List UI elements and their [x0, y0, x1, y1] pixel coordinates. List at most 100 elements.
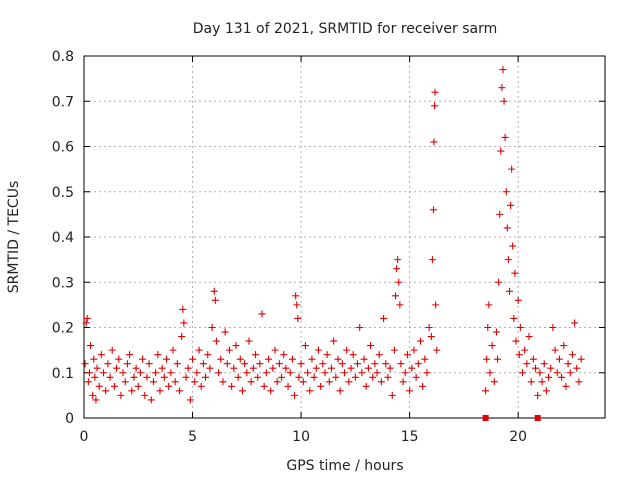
data-point: [388, 391, 396, 399]
data-point: [182, 373, 190, 381]
data-point: [117, 391, 125, 399]
data-point: [397, 360, 405, 368]
data-point: [327, 364, 335, 372]
data-point: [158, 364, 166, 372]
data-point: [430, 206, 438, 214]
data-point: [371, 360, 379, 368]
y-axis-label: SRMTID / TECUs: [6, 181, 22, 294]
data-point: [523, 360, 531, 368]
data-point: [428, 256, 436, 264]
data-point: [336, 387, 344, 395]
gap-marker: [482, 415, 489, 421]
data-point: [87, 342, 95, 350]
data-point: [575, 378, 583, 386]
axis-ticks: 0 0.1 0.2 0.3 0.4 0.5 0.6 0.7 0.8 0 5 10 15 20: [52, 49, 605, 445]
data-point: [269, 364, 277, 372]
data-point: [197, 382, 205, 390]
data-point: [406, 387, 414, 395]
data-point: [558, 373, 566, 381]
data-point: [562, 382, 570, 390]
data-point: [113, 364, 121, 372]
data-point: [204, 351, 212, 359]
y-tick-label: 0.2: [52, 321, 74, 337]
data-point: [568, 351, 576, 359]
data-point: [232, 342, 240, 350]
data-point: [306, 387, 314, 395]
data-point: [325, 378, 333, 386]
data-point: [225, 346, 233, 354]
data-point: [156, 387, 164, 395]
data-point: [97, 351, 105, 359]
data-point: [508, 165, 516, 173]
data-point: [260, 382, 268, 390]
data-point: [202, 373, 210, 381]
data-point: [431, 102, 439, 110]
data-point: [356, 324, 364, 331]
data-point: [147, 396, 155, 404]
data-point: [403, 351, 411, 359]
x-tick-label: 10: [292, 429, 310, 445]
y-tick-label: 0.4: [52, 230, 74, 246]
data-point: [427, 333, 435, 341]
data-point: [292, 292, 300, 300]
data-point: [288, 355, 296, 363]
x-tick-label: 15: [401, 429, 419, 445]
data-point: [265, 355, 273, 363]
data-point: [549, 324, 557, 331]
data-point: [256, 360, 264, 368]
data-point: [241, 360, 249, 368]
data-point: [347, 364, 355, 372]
data-point: [104, 360, 112, 368]
x-tick-label: 5: [188, 429, 197, 445]
data-point: [482, 387, 490, 395]
data-point: [345, 378, 353, 386]
data-point: [189, 355, 197, 363]
data-point: [369, 373, 377, 381]
data-point: [210, 287, 218, 295]
data-point: [509, 242, 517, 250]
data-point: [377, 378, 385, 386]
data-point: [106, 373, 114, 381]
data-point: [100, 369, 108, 377]
data-point: [384, 373, 392, 381]
data-point: [176, 387, 184, 395]
data-point: [527, 378, 535, 386]
data-point: [515, 351, 523, 359]
data-point: [547, 364, 555, 372]
data-point: [496, 210, 504, 218]
data-point: [492, 328, 500, 336]
data-point: [343, 346, 351, 354]
data-point: [396, 301, 404, 309]
gap-marker: [534, 415, 541, 421]
data-point: [553, 369, 561, 377]
data-point: [362, 382, 370, 390]
y-tick-label: 0.6: [52, 140, 74, 156]
data-point: [560, 342, 568, 350]
data-point: [179, 305, 187, 313]
data-point: [514, 296, 522, 304]
data-point: [141, 391, 149, 399]
y-tick-label: 0.1: [52, 366, 74, 382]
data-point: [178, 333, 186, 341]
data-point: [251, 351, 259, 359]
data-point: [273, 378, 281, 386]
data-point: [500, 97, 508, 105]
data-point: [115, 355, 123, 363]
data-point: [334, 355, 342, 363]
data-point: [132, 364, 140, 372]
data-point: [507, 201, 515, 209]
data-point: [293, 301, 301, 309]
data-point: [511, 269, 519, 277]
data-point: [130, 373, 138, 381]
data-point: [505, 287, 513, 295]
data-point: [245, 337, 253, 345]
data-point: [484, 324, 492, 331]
data-point: [236, 355, 244, 363]
data-point: [208, 324, 216, 331]
data-point: [134, 382, 142, 390]
data-point: [84, 378, 92, 386]
data-point: [92, 396, 100, 404]
data-point: [108, 346, 116, 354]
data-point: [410, 346, 418, 354]
data-point: [291, 391, 299, 399]
